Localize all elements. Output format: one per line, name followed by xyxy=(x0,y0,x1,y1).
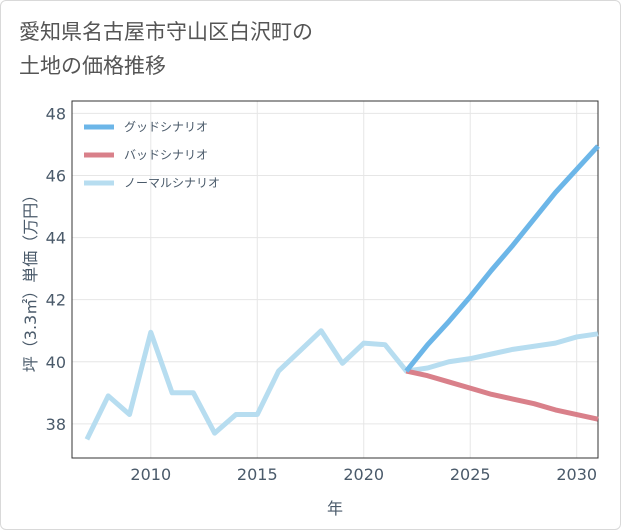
legend-label: バッドシナリオ xyxy=(124,148,208,162)
legend-label: グッドシナリオ xyxy=(124,120,208,134)
y-tick-label: 42 xyxy=(46,291,66,310)
y-tick-label: 44 xyxy=(46,229,66,248)
series-line-3 xyxy=(84,328,599,441)
x-tick-label: 2025 xyxy=(450,465,491,484)
x-tick-label: 2010 xyxy=(130,465,171,484)
chart-title-line1: 愛知県名古屋市守山区白沢町の xyxy=(19,20,313,44)
y-tick-label: 40 xyxy=(46,353,66,372)
y-axis-label: 坪（3.3㎡）単価（万円） xyxy=(21,187,40,372)
y-tick-label: 48 xyxy=(46,104,66,123)
series xyxy=(84,144,600,441)
plot-frame xyxy=(71,100,599,459)
x-tick-label: 2030 xyxy=(556,465,597,484)
legend-label: ノーマルシナリオ xyxy=(124,176,220,190)
x-tick-label: 2020 xyxy=(343,465,384,484)
chart-title: 愛知県名古屋市守山区白沢町の 土地の価格推移 xyxy=(19,15,313,83)
x-axis-label: 年 xyxy=(327,499,343,518)
series-line-1 xyxy=(404,144,600,373)
tick-labels: 2010 2015 2020 2025 2030 38 40 42 44 46 48 xyxy=(46,104,597,484)
x-tick-label: 2015 xyxy=(237,465,278,484)
chart-title-line2: 土地の価格推移 xyxy=(19,54,166,78)
series-line-2 xyxy=(405,368,599,422)
y-tick-label: 46 xyxy=(46,167,66,186)
y-tick-label: 38 xyxy=(46,415,66,434)
